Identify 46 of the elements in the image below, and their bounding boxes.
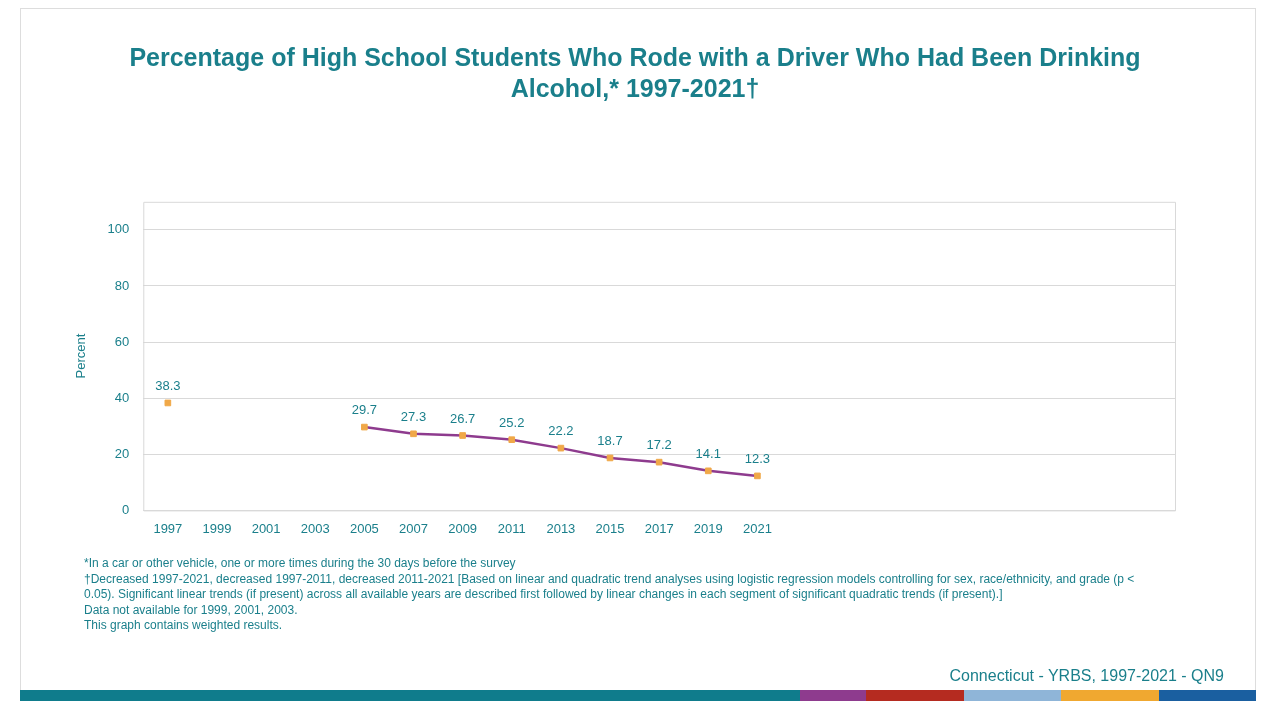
point [754,472,761,480]
point [606,454,614,462]
x-tick-label: 2005 [349,520,379,536]
text: This graph contains weighted results. [84,618,284,634]
y-tick-label: 20 [114,445,130,461]
data-label: 12.3 [744,450,771,466]
x-tick-label: 1999 [202,520,232,536]
data-label: 18.7 [597,433,623,449]
y-axis-title: Percent [73,333,89,379]
data-label: 22.2 [548,423,574,439]
y-tick-label: 0 [122,501,130,517]
chart-title: Percentage of High School Students Who Rode with a Driver Who Had Been Drinking Alcohol,* 1997-2021† [128,42,1142,104]
data-label: 25.2 [499,414,525,430]
point [410,430,417,438]
x-tick-label: 2021 [742,520,772,536]
y-tick-label: 80 [114,277,130,293]
text: Connecticut - YRBS, 1997-2021 - QN9 [949,667,1224,685]
x-tick-label: 2013 [546,520,576,536]
x-tick-label: 2017 [644,520,674,536]
text: Data not available for 1999, 2001, 2003. [84,602,299,618]
point [508,436,516,444]
y-tick-label: 60 [114,333,130,349]
y-tick-label: 40 [114,389,130,405]
point [557,444,565,452]
y-tick-label: 100 [107,221,130,237]
point [459,432,466,439]
data-label: 29.7 [351,402,378,418]
point [704,467,712,475]
x-tick-label: 2009 [448,520,478,536]
x-tick-label: 2007 [399,520,428,536]
x-tick-label: 2019 [693,520,723,536]
x-tick-label: 2015 [595,520,625,536]
x-tick-label: 1997 [153,520,183,536]
data-label: 14.1 [695,445,721,461]
x-tick-label: 2011 [497,520,526,536]
data-label: 17.2 [646,437,672,453]
x-tick-label: 2003 [300,520,330,536]
data-label: 38.3 [155,378,181,394]
point [361,423,368,431]
point [655,458,663,466]
text: *In a car or other vehicle, one or more times during the 30 days before the survey [84,556,517,572]
data-label: 26.7 [449,410,476,426]
x-tick-label: 2001 [251,520,281,536]
data-label: 27.3 [400,408,427,424]
point [164,399,172,407]
text: †Decreased 1997-2021, decreased 1997-2011, decreased 2011-2021 [Based on linear and quadratic trend analyses using logistic regression models controlling for sex, race/ethnicity, and grade (p < 0.05). Significant linear trends (if present) across all available years are described first followed by linear changes in each segment of significant quadratic trends (if present).] [84,571,1136,603]
